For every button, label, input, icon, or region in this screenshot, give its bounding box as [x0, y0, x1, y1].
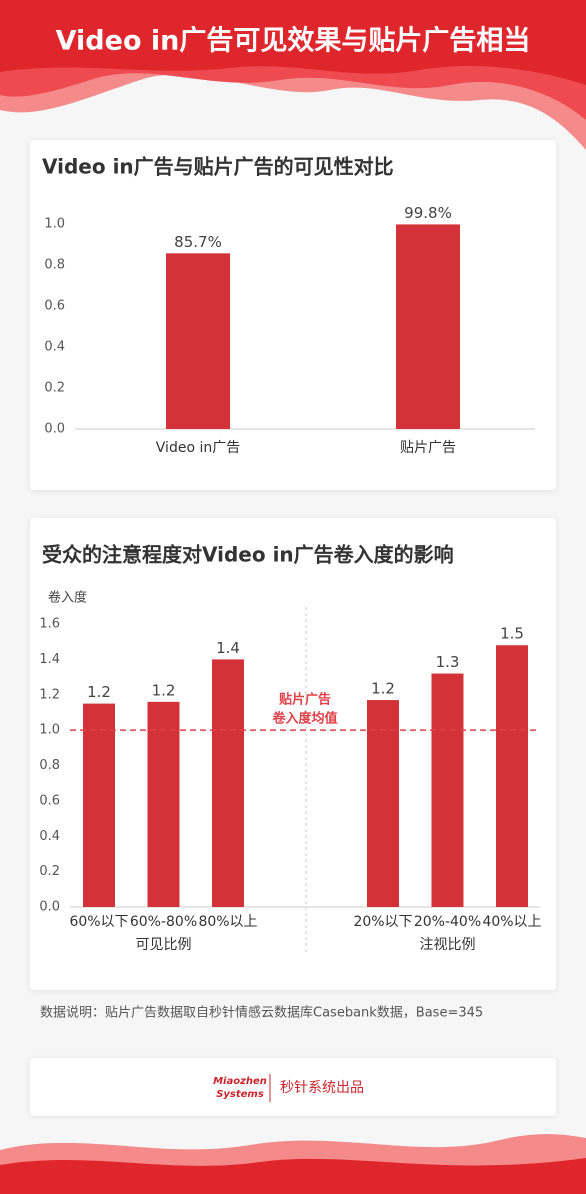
value-label: 85.7%: [174, 233, 222, 251]
value-label: 1.4: [216, 639, 240, 657]
x-tick-label: 60%以下: [69, 914, 128, 930]
x-tick-label: 60%-80%: [130, 914, 197, 930]
bar: [431, 673, 464, 907]
y-tick-label: 1.0: [44, 217, 65, 232]
x-tick-label: 20%-40%: [414, 914, 481, 930]
y-tick-label: 0.0: [39, 900, 60, 915]
footnote: 数据说明：贴片广告数据取自秒针情感云数据库Casebank数据，Base=345: [40, 1005, 483, 1021]
value-label: 1.2: [371, 680, 395, 698]
value-label: 1.2: [152, 681, 176, 699]
bar: [83, 703, 115, 907]
bar: [396, 224, 460, 429]
reference-label: 卷入度均值: [272, 711, 337, 727]
x-tick-label: Video in广告: [156, 440, 240, 456]
logo: Systems: [216, 1089, 264, 1100]
value-label: 1.2: [87, 683, 111, 701]
logo: Miaozhen: [213, 1076, 267, 1087]
x-tick-label: 40%以上: [482, 914, 541, 930]
x-tick-label: 贴片广告: [400, 440, 456, 456]
bar: [496, 645, 528, 907]
y-tick-label: 0.8: [39, 758, 60, 773]
y-axis-label: 卷入度: [48, 590, 87, 606]
y-tick-label: 1.0: [39, 723, 60, 738]
footer: Miaozhen Systems 秒针系统出品: [213, 1074, 364, 1102]
bar: [147, 701, 180, 907]
y-tick-label: 0.6: [44, 299, 65, 314]
chart-title: 受众的注意程度对Video in广告卷入度的影响: [42, 543, 454, 567]
y-tick-label: 0.0: [44, 422, 65, 437]
card: [30, 1058, 556, 1116]
reference-label: 贴片广告: [279, 692, 331, 708]
y-tick-label: 0.6: [39, 793, 60, 808]
y-tick-label: 0.2: [39, 864, 60, 879]
bar: [367, 700, 399, 907]
bar: [166, 253, 230, 429]
footer-text: 秒针系统出品: [280, 1080, 364, 1096]
footer-waves: [0, 1134, 586, 1194]
group-label: 注视比例: [420, 937, 476, 953]
value-label: 99.8%: [404, 204, 452, 222]
x-tick-label: 80%以上: [198, 914, 257, 930]
page-title: Video in广告可见效果与贴片广告相当: [56, 26, 531, 57]
card: [30, 140, 556, 490]
y-tick-label: 0.8: [44, 258, 65, 273]
value-label: 1.3: [436, 653, 460, 671]
bar: [212, 659, 244, 907]
y-tick-label: 1.2: [39, 687, 60, 702]
y-tick-label: 1.4: [39, 652, 60, 667]
chart-title: Video in广告与贴片广告的可见性对比: [42, 155, 394, 179]
y-tick-label: 0.2: [44, 381, 65, 396]
x-tick-label: 20%以下: [353, 914, 412, 930]
y-tick-label: 0.4: [39, 829, 60, 844]
y-tick-label: 1.6: [39, 617, 60, 632]
value-label: 1.5: [500, 625, 524, 643]
group-label: 可见比例: [136, 937, 192, 953]
y-tick-label: 0.4: [44, 340, 65, 355]
header-waves: [0, 0, 586, 150]
